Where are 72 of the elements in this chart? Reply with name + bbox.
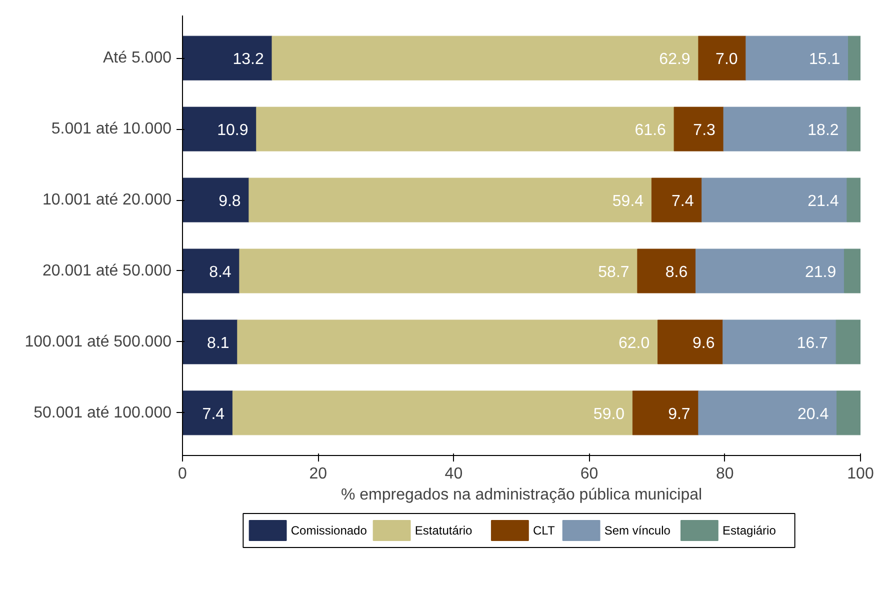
data-label: 7.3	[693, 122, 716, 140]
y-tick-label: 10.001 até 20.000	[42, 192, 172, 209]
bar	[632, 390, 699, 436]
bar	[182, 248, 240, 294]
y-tick-label: 5.001 até 10.000	[51, 120, 172, 138]
data-label: 7.4	[671, 193, 694, 210]
data-label: 13.2	[232, 51, 264, 68]
bar	[836, 390, 860, 436]
data-label: 8.4	[209, 264, 232, 281]
data-label: 9.8	[218, 193, 241, 210]
legend-label: Sem vínculo	[604, 524, 671, 538]
x-tick-label: 20	[309, 466, 328, 482]
bar	[272, 36, 699, 80]
y-tick-label: 50.001 até 100.000	[34, 404, 172, 422]
data-label: 7.0	[716, 51, 738, 68]
bar	[836, 320, 860, 364]
data-label: 10.9	[217, 122, 248, 140]
bar	[848, 36, 860, 80]
bar	[695, 248, 844, 294]
data-label: 8.1	[207, 334, 230, 352]
bar	[182, 36, 272, 80]
data-label: 61.6	[634, 122, 666, 140]
bar	[237, 320, 658, 364]
data-label: 62.9	[659, 51, 690, 68]
bar	[256, 106, 674, 152]
data-label: 58.7	[598, 264, 630, 281]
bar	[637, 248, 696, 294]
data-label: 21.4	[808, 193, 839, 210]
bar	[658, 320, 724, 364]
bar	[723, 106, 848, 152]
bar	[239, 248, 638, 294]
y-tick-label: 20.001 até 50.000	[42, 262, 172, 280]
legend-label: Comissionado	[290, 524, 368, 538]
bar	[182, 320, 238, 364]
x-axis-title: % empregados na administração pública municipal	[340, 486, 702, 504]
x-tick-label: 60	[580, 466, 598, 482]
x-tick-label: 40	[444, 466, 463, 482]
data-label: 15.1	[809, 51, 840, 68]
legend-label: CLT	[533, 524, 556, 538]
data-label: 21.9	[804, 264, 836, 281]
data-label: 9.7	[668, 406, 690, 423]
y-tick-label: 100.001 até 500.000	[24, 333, 172, 350]
bar	[844, 248, 860, 294]
legend-label: Estatutário	[414, 524, 473, 538]
x-tick-label: 100	[847, 466, 874, 482]
bar	[232, 390, 633, 436]
data-label: 16.7	[796, 334, 828, 352]
bar	[722, 320, 836, 364]
bar	[674, 106, 724, 152]
bar	[248, 178, 652, 222]
bar	[698, 390, 838, 436]
bar	[698, 36, 746, 80]
data-label: 7.4	[202, 406, 225, 423]
data-label: 18.2	[808, 122, 839, 140]
data-label: 8.6	[665, 264, 688, 281]
data-label: 20.4	[797, 406, 829, 423]
bar	[182, 390, 233, 436]
bar	[746, 36, 849, 80]
bar	[702, 178, 848, 222]
bar	[846, 106, 860, 152]
data-label: 59.4	[612, 193, 644, 210]
x-tick-label: 0	[178, 466, 188, 482]
data-label: 9.6	[692, 334, 715, 352]
y-tick-label: Até 5.000	[103, 50, 172, 67]
bar	[651, 178, 702, 222]
bar	[182, 178, 250, 222]
bar	[846, 178, 860, 222]
legend-label: Estagiário	[722, 524, 776, 538]
data-label: 62.0	[618, 334, 650, 352]
bar	[182, 106, 257, 152]
data-label: 59.0	[593, 406, 625, 423]
x-tick-label: 80	[716, 466, 734, 482]
